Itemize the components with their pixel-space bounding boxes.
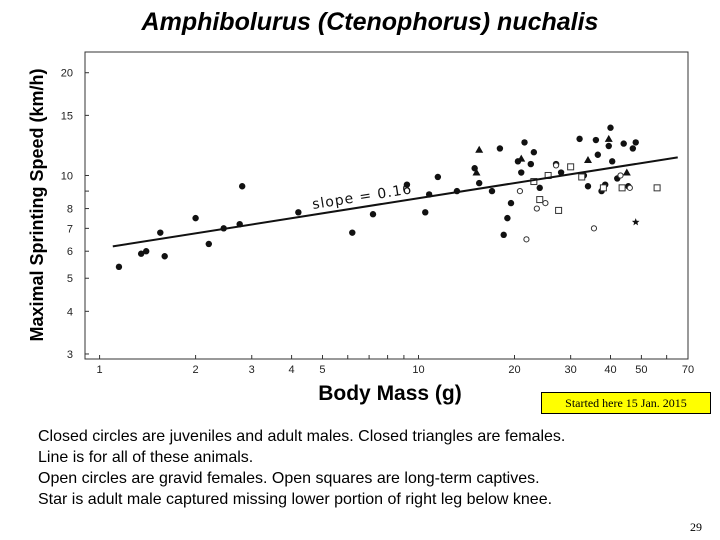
start-date-note: Started here 15 Jan. 2015	[541, 392, 711, 414]
closed-circle-point	[295, 209, 302, 216]
closed-circle-point	[161, 253, 168, 260]
x-tick-label: 30	[565, 364, 577, 376]
x-tick-label: 20	[508, 364, 520, 376]
closed-circle-point	[607, 124, 614, 131]
y-tick-label: 15	[61, 110, 73, 122]
open-square-point	[530, 178, 538, 186]
y-tick-label: 8	[67, 204, 73, 216]
y-tick-label: 7	[67, 223, 73, 235]
closed-circle-point	[422, 209, 429, 216]
closed-triangle-point	[604, 134, 613, 142]
open-circle-point	[523, 236, 530, 243]
closed-circle-point	[527, 160, 535, 168]
closed-circle-point	[521, 139, 528, 146]
open-square-point	[618, 184, 626, 192]
y-tick-label: 4	[67, 306, 73, 318]
x-tick-label: 2	[193, 364, 199, 376]
x-tick-label: 1	[97, 364, 103, 376]
closed-circle-point	[205, 240, 212, 248]
open-circle-point	[590, 225, 598, 232]
open-square-point	[536, 196, 544, 204]
x-tick-label: 40	[604, 364, 616, 376]
page-number: 29	[690, 520, 702, 534]
closed-circle-point	[507, 199, 515, 207]
x-axis-label: Body Mass (g)	[318, 382, 462, 405]
open-circle-point	[552, 162, 560, 169]
x-tick-label: 50	[635, 364, 647, 376]
closed-circle-point	[620, 140, 627, 147]
caption-line: Open circles are gravid females. Open sq…	[38, 470, 540, 487]
closed-circle-point	[137, 250, 145, 257]
closed-triangle-point	[583, 156, 592, 164]
x-tick-label: 5	[319, 364, 325, 376]
legend-caption: Closed circles are juveniles and adult m…	[38, 426, 708, 510]
axis-ticks: 1 2 3 4 5 10 20 30 40 50 70 3 4 5 6 7 8 10 15 20	[61, 68, 694, 376]
closed-triangle-point	[517, 154, 526, 162]
x-tick-label: 70	[682, 364, 694, 376]
closed-circle-point	[518, 169, 525, 176]
open-circle-point	[542, 200, 549, 207]
star-point	[631, 218, 640, 226]
closed-circle-point	[504, 214, 511, 222]
closed-circle-point	[592, 136, 600, 144]
closed-circle-point	[157, 229, 164, 236]
y-tick-label: 10	[61, 170, 73, 182]
closed-circle-point	[475, 179, 483, 187]
open-square-point	[555, 206, 563, 214]
closed-circle-point	[632, 139, 639, 146]
closed-circle-point	[496, 145, 504, 152]
caption-line: Closed circles are juveniles and adult m…	[38, 428, 566, 445]
chart-title: Amphibolurus (Ctenophorus) nuchalis	[141, 8, 599, 36]
open-square-point	[567, 163, 575, 171]
closed-circle-point	[488, 187, 496, 195]
closed-triangle-point	[475, 145, 484, 153]
closed-circle-point	[115, 263, 123, 271]
closed-circle-point	[500, 231, 507, 239]
closed-circle-point	[557, 169, 565, 176]
closed-circle-point	[192, 214, 199, 222]
open-circle-point	[533, 205, 540, 212]
closed-circle-point	[536, 184, 543, 192]
closed-circle-point	[238, 183, 246, 190]
y-tick-label: 5	[67, 273, 73, 285]
plot-frame	[84, 51, 689, 360]
closed-circle-point	[434, 173, 442, 181]
open-square-point	[578, 173, 586, 181]
closed-circle-point	[576, 135, 583, 143]
y-tick-label: 6	[67, 246, 73, 258]
open-circle-point	[617, 172, 624, 179]
slope-annotation: slope = 0.16	[311, 181, 413, 213]
data-points	[115, 124, 661, 271]
open-circle-point	[516, 188, 524, 195]
open-square-point	[653, 184, 661, 192]
closed-circle-point	[403, 181, 411, 188]
x-tick-label: 3	[249, 364, 255, 376]
closed-circle-point	[629, 145, 637, 152]
y-tick-label: 20	[61, 68, 73, 80]
closed-circle-point	[349, 229, 356, 236]
x-tick-label: 10	[412, 364, 424, 376]
regression-line	[112, 156, 678, 248]
closed-triangle-point	[472, 168, 481, 176]
closed-circle-point	[530, 149, 538, 156]
y-tick-label: 3	[67, 349, 73, 361]
closed-circle-point	[605, 142, 612, 150]
x-tick-label: 4	[289, 364, 295, 376]
closed-triangle-point	[622, 168, 631, 176]
caption-line: Star is adult male captured missing lowe…	[38, 491, 553, 508]
closed-circle-point	[369, 211, 377, 218]
open-square-point	[599, 184, 607, 192]
closed-circle-point	[584, 183, 592, 190]
scatter-plot: 1 2 3 4 5 10 20 30 40 50 70 3 4 5 6 7 8 10 15 20 slope = 0.…	[61, 51, 694, 376]
open-circle-point	[626, 184, 633, 191]
caption-line: Line is for all of these animals.	[38, 449, 254, 466]
closed-circle-point	[609, 158, 616, 165]
closed-circle-point	[594, 151, 602, 158]
closed-circle-point	[142, 248, 150, 255]
